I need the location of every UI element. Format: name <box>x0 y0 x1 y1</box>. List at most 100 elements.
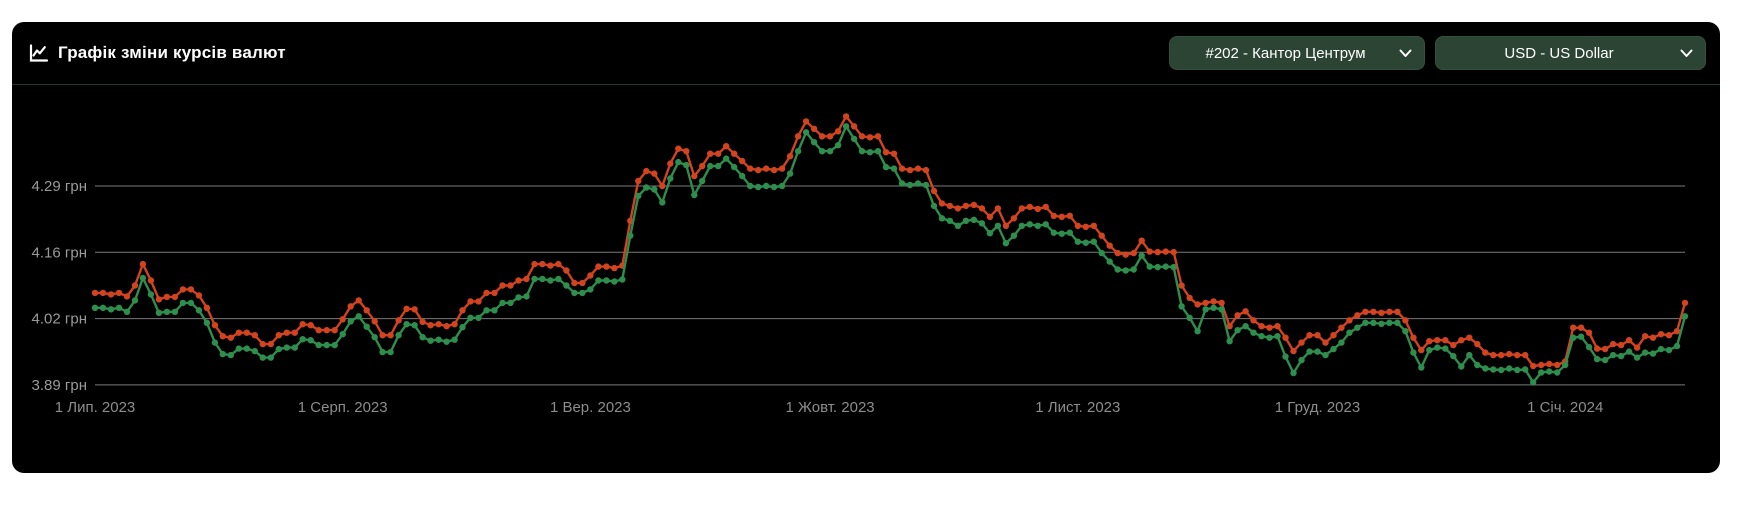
data-point-green <box>171 308 179 315</box>
data-point-red <box>491 289 498 297</box>
data-point-red <box>1474 340 1481 348</box>
data-point-green <box>1402 328 1409 335</box>
y-tick-label: 4.29 грн <box>32 178 87 195</box>
data-point-red <box>1410 334 1417 341</box>
data-point-red <box>659 182 666 190</box>
data-point-green <box>1522 366 1529 373</box>
data-point-red <box>1633 344 1641 351</box>
data-point-green <box>379 348 386 356</box>
data-point-red <box>810 125 818 132</box>
data-point-red <box>339 316 346 323</box>
data-point-green <box>1234 327 1241 334</box>
data-point-green <box>147 291 155 298</box>
data-point-green <box>1601 356 1609 364</box>
data-point-red <box>1194 301 1201 308</box>
branch-select[interactable]: #202 - Кантор Центрум <box>1169 36 1425 70</box>
data-point-green <box>331 341 338 349</box>
data-point-red <box>1570 324 1577 331</box>
data-point-green <box>187 299 195 307</box>
currency-select[interactable]: USD - US Dollar <box>1435 36 1706 70</box>
data-point-red <box>1322 339 1329 346</box>
data-point-red <box>371 318 378 325</box>
data-point-red <box>834 128 842 135</box>
data-point-green <box>443 338 450 345</box>
data-point-red <box>755 166 762 174</box>
data-point-red <box>1210 298 1217 305</box>
data-point-red <box>691 172 698 180</box>
data-point-green <box>699 177 706 185</box>
data-point-red <box>683 148 690 155</box>
data-point-green <box>1186 314 1193 321</box>
data-point-green <box>1570 334 1577 341</box>
data-point-red <box>331 327 338 334</box>
data-point-red <box>930 187 938 195</box>
data-point-red <box>898 165 906 172</box>
data-point-green <box>1178 303 1185 310</box>
data-point-green <box>850 135 858 142</box>
data-point-green <box>587 286 594 293</box>
data-point-green <box>922 181 930 189</box>
data-point-red <box>283 329 290 336</box>
data-point-green <box>355 313 362 320</box>
data-point-green <box>1538 369 1545 376</box>
data-point-red <box>1386 308 1393 315</box>
data-point-red <box>459 307 466 314</box>
data-point-red <box>747 165 754 172</box>
data-point-green <box>1242 323 1249 330</box>
data-point-green <box>986 230 994 237</box>
data-point-green <box>1506 365 1513 372</box>
data-point-red <box>1234 312 1241 319</box>
data-point-red <box>1058 213 1066 220</box>
data-point-green <box>139 274 147 282</box>
title-wrap: Графік зміни курсів валют <box>28 43 286 64</box>
data-point-green <box>195 307 203 314</box>
data-point-green <box>755 183 762 191</box>
data-point-green <box>794 148 802 155</box>
data-point-red <box>1601 345 1609 353</box>
data-point-green <box>1034 222 1041 229</box>
data-point-green <box>930 202 938 210</box>
x-tick-label: 1 Лист. 2023 <box>1035 399 1120 416</box>
data-point-green <box>1657 345 1665 353</box>
data-point-green <box>1314 348 1321 355</box>
data-point-red <box>962 202 970 210</box>
data-point-green <box>691 191 698 199</box>
page-title: Графік зміни курсів валют <box>58 43 286 62</box>
data-point-green <box>1554 369 1561 376</box>
data-point-red <box>419 318 426 325</box>
data-point-red <box>1298 339 1305 346</box>
data-point-green <box>1066 229 1074 236</box>
data-point-green <box>770 183 778 191</box>
data-point-red <box>970 201 978 209</box>
data-point-red <box>914 165 922 172</box>
data-point-green <box>491 307 498 314</box>
data-point-red <box>954 205 962 212</box>
data-point-green <box>1330 345 1337 353</box>
data-point-red <box>155 296 163 303</box>
data-point-red <box>1050 212 1058 219</box>
data-point-green <box>1633 354 1641 361</box>
data-point-green <box>1106 258 1113 265</box>
data-point-red <box>107 291 115 298</box>
data-point-green <box>1490 366 1497 373</box>
y-tick-label: 4.16 грн <box>32 244 87 261</box>
data-point-green <box>579 289 586 297</box>
data-point-red <box>1010 215 1018 222</box>
data-point-red <box>1226 323 1233 330</box>
data-point-green <box>627 232 634 239</box>
data-point-red <box>187 286 195 293</box>
data-point-green <box>778 182 786 190</box>
data-point-green <box>339 331 346 338</box>
data-point-red <box>443 323 450 330</box>
data-point-green <box>1442 345 1449 352</box>
data-point-red <box>595 263 602 270</box>
x-tick-label: 1 Вер. 2023 <box>550 399 631 416</box>
data-point-red <box>770 166 778 174</box>
x-tick-label: 1 Жовт. 2023 <box>786 399 875 416</box>
data-point-green <box>978 220 986 227</box>
data-point-green <box>1370 319 1377 326</box>
data-point-red <box>723 143 730 150</box>
data-point-green <box>427 337 434 344</box>
data-point-green <box>115 304 123 311</box>
data-point-green <box>1378 320 1385 327</box>
